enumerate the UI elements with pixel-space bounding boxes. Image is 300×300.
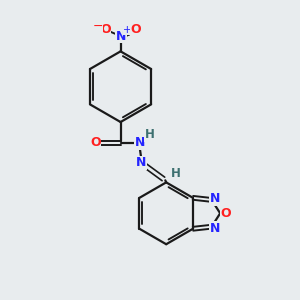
Text: +: + (123, 25, 132, 34)
Text: N: N (210, 192, 220, 205)
Text: O: O (90, 136, 101, 149)
Text: O: O (100, 23, 111, 36)
Text: N: N (134, 136, 145, 149)
Text: −: − (92, 20, 103, 33)
Text: N: N (210, 222, 220, 235)
Text: H: H (145, 128, 154, 142)
Text: O: O (130, 23, 141, 36)
Text: O: O (221, 207, 231, 220)
Text: H: H (170, 167, 180, 180)
Text: N: N (136, 156, 146, 169)
Text: N: N (116, 30, 126, 43)
